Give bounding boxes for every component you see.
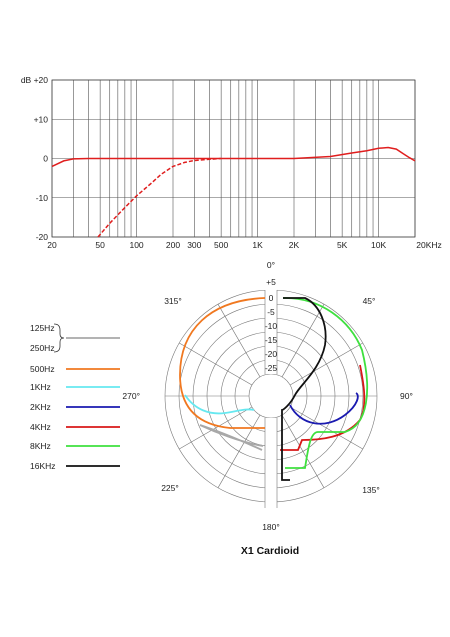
legend-label: 1KHz <box>30 382 51 392</box>
x-tick-label: 2K <box>289 240 300 250</box>
polar-spoke <box>217 304 261 378</box>
polar-spoke <box>289 406 363 450</box>
legend-label: 500Hz <box>30 364 55 374</box>
polar-angle-label: 315° <box>164 296 182 306</box>
polar-curve <box>280 364 366 451</box>
polar-r-label: -20 <box>265 349 278 359</box>
polar-angle-label: 0° <box>267 260 275 270</box>
x-tick-label: 100 <box>129 240 143 250</box>
polar-spoke <box>179 406 253 450</box>
polar-angle-label: 225° <box>161 483 179 493</box>
legend-brace <box>53 323 65 353</box>
x-tick-label: 50 <box>95 240 105 250</box>
polar-spoke <box>281 414 325 488</box>
y-tick-label: -10 <box>36 193 49 203</box>
polar-hub <box>248 373 294 419</box>
polar-r-label: -15 <box>265 335 278 345</box>
polar-curve <box>281 297 327 481</box>
y-tick-label: +10 <box>34 114 49 124</box>
polar-r-label: -25 <box>265 363 278 373</box>
legend-label: 125Hz <box>30 323 55 333</box>
legend-label: 16KHz <box>30 461 56 471</box>
polar-r-label: -10 <box>265 321 278 331</box>
polar-angle-label: 180° <box>262 522 280 532</box>
response-curve <box>97 157 222 238</box>
polar-curve <box>179 297 266 429</box>
polar-spoke <box>179 342 253 386</box>
polar-r-label: 0 <box>269 293 274 303</box>
polar-curve <box>199 424 264 451</box>
response-curve <box>51 146 416 168</box>
legend-label: 2KHz <box>30 402 51 412</box>
polar-curve <box>184 394 255 415</box>
polar-spoke <box>289 342 363 386</box>
polar-angle-label: 135° <box>362 485 380 495</box>
x-tick-label: 20KHz <box>416 240 442 250</box>
polar-curve <box>282 297 369 469</box>
polar-title: X1 Cardioid <box>241 545 299 557</box>
x-tick-label: 5K <box>337 240 348 250</box>
legend-label: 8KHz <box>30 441 51 451</box>
polar-r-label: -5 <box>267 307 275 317</box>
polar-angle-label: 90° <box>400 391 413 401</box>
x-tick-label: 300 <box>187 240 201 250</box>
plot-frame <box>51 79 416 238</box>
x-tick-label: 1K <box>252 240 263 250</box>
polar-spoke <box>281 304 325 378</box>
polar-legend: 125Hz 250Hz 500Hz 1KHz 2KHz 4KHz 8KHz 16KHz <box>30 323 120 471</box>
scale-gap-top <box>265 286 277 374</box>
x-tick-label: 10K <box>371 240 386 250</box>
y-tick-label: 0 <box>43 154 48 164</box>
polar-angle-label: 270° <box>122 391 140 401</box>
polar-pattern-chart: +5 0 -5 -10 -15 -20 -25 0° 45° 90° 135° 180° 225° 270… <box>122 260 412 532</box>
y-tick-label: dB +20 <box>21 75 48 85</box>
polar-r-label: +5 <box>266 277 276 287</box>
y-tick-label: -20 <box>36 232 49 242</box>
scale-gap-bottom <box>265 418 277 504</box>
polar-angle-label: 45° <box>363 296 376 306</box>
polar-spoke <box>217 414 261 488</box>
polar-curve <box>289 392 359 425</box>
x-tick-label: 20 <box>47 240 57 250</box>
legend-label: 4KHz <box>30 422 51 432</box>
legend-label: 250Hz <box>30 343 55 353</box>
x-tick-label: 200 <box>166 240 180 250</box>
x-tick-label: 500 <box>214 240 228 250</box>
